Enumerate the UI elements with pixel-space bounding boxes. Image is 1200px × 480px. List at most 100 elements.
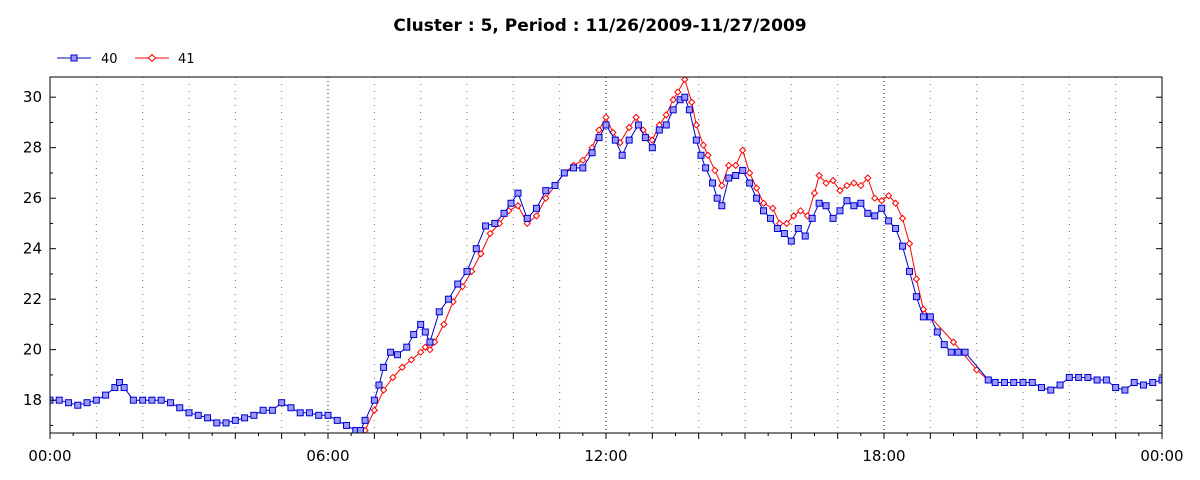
data-point — [822, 179, 830, 187]
data-point — [111, 384, 119, 392]
series-line-40 — [50, 96, 1162, 431]
data-point — [55, 396, 63, 404]
data-point — [1047, 386, 1055, 394]
data-point — [709, 179, 717, 187]
data-point — [648, 144, 656, 152]
data-point — [692, 121, 701, 129]
data-point — [669, 106, 677, 114]
data-point — [648, 136, 657, 144]
data-point — [746, 179, 754, 187]
legend-marker-40 — [70, 54, 78, 62]
data-point — [769, 204, 777, 212]
data-point — [507, 199, 515, 207]
data-point — [482, 222, 490, 230]
data-point — [1121, 386, 1129, 394]
data-point — [905, 239, 914, 248]
data-point — [387, 348, 395, 356]
series-group — [50, 77, 1200, 433]
data-point — [1000, 379, 1008, 387]
data-point — [850, 202, 858, 210]
data-point — [892, 224, 900, 232]
data-point — [92, 396, 100, 404]
data-point — [287, 404, 295, 412]
data-point — [940, 341, 948, 349]
data-point — [702, 164, 710, 172]
data-point — [74, 401, 82, 409]
data-point — [787, 237, 795, 245]
data-point — [514, 202, 522, 210]
data-point — [611, 136, 619, 144]
data-point — [919, 313, 927, 321]
data-point — [305, 409, 313, 417]
legend-label-40: 40 — [101, 52, 118, 67]
data-point — [595, 126, 603, 134]
data-point — [739, 166, 747, 174]
data-point — [1075, 373, 1083, 381]
data-point — [602, 113, 610, 122]
data-point — [954, 348, 962, 356]
data-point — [102, 391, 110, 399]
data-point — [773, 224, 781, 232]
data-point — [857, 199, 865, 207]
data-point — [486, 229, 494, 238]
y-tick-label: 26 — [23, 189, 42, 207]
data-point — [379, 386, 388, 394]
data-point — [278, 399, 286, 407]
x-axis: 00:00 06:00 12:00 18:00 00:00 — [28, 433, 1184, 465]
data-point — [857, 181, 865, 190]
data-point — [625, 136, 633, 144]
grid — [95, 77, 1117, 433]
data-point — [885, 217, 893, 225]
data-point — [919, 305, 928, 313]
data-point — [403, 343, 411, 351]
data-point — [398, 363, 406, 372]
data-point — [871, 212, 879, 220]
data-point — [407, 356, 416, 364]
data-point — [588, 149, 596, 157]
series-41 — [361, 77, 992, 433]
data-point — [864, 174, 872, 182]
data-point — [864, 209, 872, 217]
data-point — [1196, 397, 1200, 403]
data-point — [120, 384, 128, 392]
data-point — [912, 275, 921, 283]
data-point — [725, 161, 733, 170]
legend-label-41: 41 — [178, 52, 195, 67]
y-axis: 18 20 22 24 26 28 30 — [23, 88, 1162, 426]
data-point — [632, 113, 640, 122]
data-point — [416, 348, 425, 356]
data-point — [129, 396, 137, 404]
data-point — [194, 411, 202, 419]
data-point — [213, 419, 221, 427]
data-point — [259, 406, 267, 414]
data-point — [625, 123, 633, 132]
data-point — [961, 348, 969, 356]
data-point — [542, 187, 550, 195]
data-point — [1168, 380, 1174, 386]
series-40 — [50, 93, 1200, 433]
data-point — [533, 204, 540, 212]
data-point — [1056, 381, 1064, 389]
data-point — [1112, 384, 1120, 392]
data-point — [139, 396, 147, 404]
data-point — [1149, 379, 1157, 387]
data-point — [850, 179, 858, 187]
data-point — [375, 381, 383, 389]
data-point — [315, 411, 323, 419]
data-point — [794, 224, 802, 232]
data-point — [394, 351, 401, 359]
data-point — [454, 280, 462, 288]
data-point — [389, 373, 397, 382]
data-point — [222, 419, 230, 427]
data-point — [688, 98, 696, 106]
data-point — [871, 194, 879, 202]
data-point — [674, 88, 682, 96]
series-line-41 — [361, 78, 989, 433]
data-point — [801, 232, 809, 240]
data-point — [444, 295, 452, 303]
chart-title: Cluster : 5, Period : 11/26/2009-11/27/2… — [393, 16, 806, 36]
data-point — [912, 293, 920, 301]
data-point — [370, 406, 379, 414]
data-point — [532, 212, 541, 220]
data-point — [542, 194, 550, 202]
